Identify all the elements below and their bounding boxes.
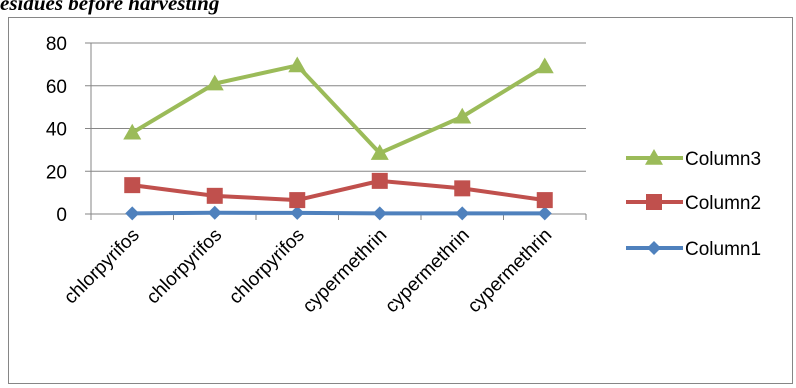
series-line-column3	[131, 63, 546, 156]
legend-label-column1: Column1	[685, 239, 761, 260]
series-column2	[124, 172, 553, 209]
data-point-column3-5	[453, 107, 472, 124]
data-point-column3-6	[535, 57, 554, 74]
axes: 020406080chlorpyrifoschlorpyrifoschlorpy…	[46, 34, 587, 318]
data-point-column3-1	[123, 123, 142, 140]
data-point-column1-3	[290, 205, 305, 220]
legend-item-column1: Column1	[626, 239, 761, 260]
x-tick-label-3: chlorpyrifos	[225, 225, 309, 309]
series-column3	[123, 56, 554, 160]
data-point-column3-2	[205, 74, 224, 91]
x-tick-label-4: cypermethrin	[299, 225, 392, 318]
y-tick-label-0: 0	[56, 205, 67, 226]
data-point-column1-4	[372, 206, 387, 221]
data-point-column3-3	[288, 56, 307, 73]
data-point-column3-4	[370, 144, 389, 160]
series-line-column2	[131, 178, 546, 203]
figure-caption: esidues before harvesting	[0, 0, 220, 15]
data-point-column1-1	[125, 206, 140, 221]
data-point-column2-1	[124, 177, 141, 194]
series	[123, 56, 554, 221]
x-tick-label-5: cypermethrin	[381, 225, 474, 318]
series-line-column1	[132, 210, 545, 216]
data-point-column2-3	[289, 192, 306, 209]
y-tick-label-20: 20	[46, 162, 67, 183]
gridlines	[91, 42, 586, 172]
data-point-column2-6	[536, 192, 553, 209]
legend-marker-column2	[646, 194, 662, 210]
legend-label-column2: Column2	[685, 193, 761, 214]
x-tick-label-1: chlorpyrifos	[60, 225, 144, 309]
data-point-column1-5	[455, 206, 470, 221]
series-column1	[125, 205, 552, 221]
legend-item-column3: Column3	[626, 149, 761, 170]
y-tick-label-40: 40	[46, 120, 67, 141]
legend-label-column3: Column3	[685, 149, 761, 170]
data-point-column1-6	[537, 206, 552, 221]
data-point-column2-2	[206, 187, 223, 204]
legend-marker-column1	[647, 241, 661, 255]
legend: Column3 Column2 Column1	[626, 149, 761, 260]
legend-marker-column3	[645, 149, 663, 165]
data-point-column2-5	[454, 180, 471, 197]
legend-item-column2: Column2	[626, 193, 761, 214]
x-tick-label-6: cypermethrin	[464, 225, 557, 318]
data-point-column2-4	[371, 172, 388, 189]
data-point-column1-2	[207, 205, 222, 220]
x-tick-label-2: chlorpyrifos	[143, 225, 227, 309]
y-tick-label-80: 80	[46, 34, 67, 55]
y-tick-label-60: 60	[46, 77, 67, 98]
chart-area-border	[8, 17, 793, 384]
